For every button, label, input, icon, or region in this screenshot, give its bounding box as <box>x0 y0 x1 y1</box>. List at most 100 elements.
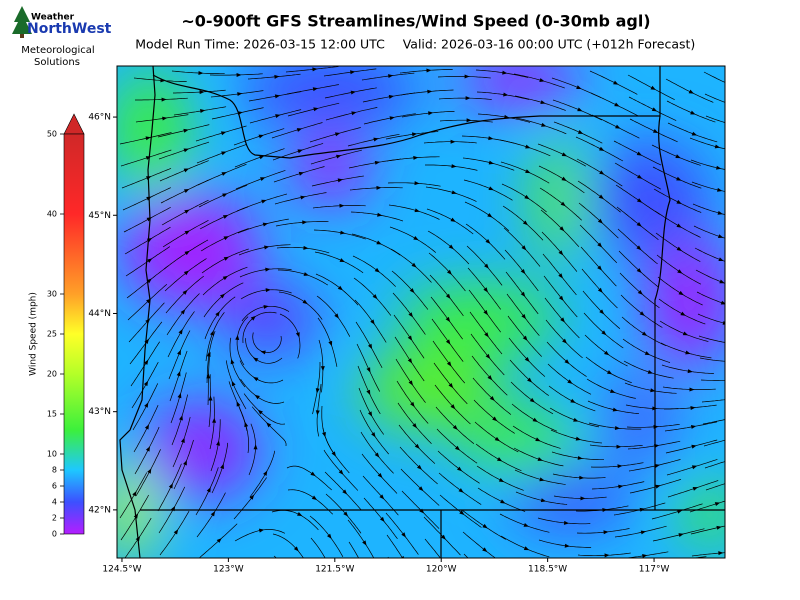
streamline-arrow <box>618 484 624 489</box>
streamline-arrow <box>690 110 696 115</box>
streamline-arrow <box>691 465 698 470</box>
logo: Weather NorthWest Meteorological Solutio… <box>12 6 112 68</box>
streamline <box>310 537 326 558</box>
streamline <box>323 68 377 77</box>
streamline-arrow <box>414 181 420 186</box>
streamline-arrow <box>529 397 535 403</box>
streamline <box>661 364 714 374</box>
streamline <box>242 311 277 344</box>
streamline-arrow <box>162 116 168 121</box>
streamline-arrow <box>183 270 190 276</box>
streamline <box>699 357 725 362</box>
streamline <box>431 318 464 362</box>
streamline-arrow <box>350 90 356 95</box>
streamline-arrow <box>178 328 183 335</box>
colorbar-tick-label: 30 <box>47 290 57 299</box>
streamline <box>162 219 209 248</box>
streamline-arrow <box>326 533 332 539</box>
streamline-arrow <box>253 377 259 382</box>
streamline <box>506 293 540 336</box>
streamline-arrow <box>597 218 603 224</box>
streamline-arrow <box>540 100 546 105</box>
streamline-arrow <box>377 472 383 479</box>
streamline-arrow <box>176 371 181 377</box>
streamline-arrow <box>450 139 456 144</box>
streamline-arrow <box>484 263 489 269</box>
streamline <box>614 162 661 190</box>
streamline-arrow <box>541 122 547 127</box>
wind-field <box>117 66 733 589</box>
streamline-arrow <box>539 78 545 82</box>
streamline-arrow <box>342 489 348 495</box>
streamline-arrow <box>222 275 229 281</box>
streamline-arrow <box>388 74 394 79</box>
streamline <box>580 246 617 287</box>
streamline <box>626 423 680 428</box>
streamline <box>624 382 677 394</box>
streamline-arrow <box>717 187 723 192</box>
streamline-arrow <box>522 220 528 226</box>
streamline <box>629 118 678 143</box>
streamline-arrow <box>717 210 723 215</box>
colorbar-tick-label: 2 <box>52 514 57 523</box>
streamline-arrow <box>502 70 508 75</box>
streamline <box>159 160 209 182</box>
streamline <box>198 184 248 208</box>
streamline <box>652 528 705 542</box>
streamline <box>206 330 216 384</box>
streamline <box>324 471 362 511</box>
streamline <box>349 187 403 191</box>
streamline-arrow <box>263 304 269 309</box>
streamline <box>690 159 725 170</box>
streamline-arrow <box>265 267 271 272</box>
streamline-arrow <box>411 262 417 268</box>
streamline-arrow <box>728 397 733 402</box>
streamline <box>469 311 503 355</box>
streamline <box>401 111 455 118</box>
streamline <box>360 431 394 474</box>
streamline <box>239 360 284 384</box>
streamline-arrow <box>604 350 610 356</box>
streamline-arrow <box>688 89 694 94</box>
streamline <box>211 107 264 120</box>
streamline-arrow <box>263 470 268 476</box>
streamline <box>665 78 714 103</box>
streamline <box>385 512 419 555</box>
streamline <box>697 313 725 324</box>
streamline-arrow <box>261 199 267 204</box>
streamline <box>579 224 618 264</box>
streamline-arrow <box>367 411 373 417</box>
streamline-arrow <box>366 389 371 396</box>
streamline-arrow <box>236 72 242 77</box>
streamline <box>354 299 387 343</box>
streamline <box>511 403 558 432</box>
streamline <box>437 450 480 484</box>
x-tick-label: 117°W <box>639 565 670 575</box>
streamline-arrow <box>322 583 328 589</box>
streamline-arrow <box>439 582 445 588</box>
streamline <box>394 336 425 382</box>
streamlines <box>119 66 733 589</box>
streamline <box>323 449 359 491</box>
streamline-arrow <box>520 291 526 297</box>
streamline <box>547 363 592 395</box>
streamline <box>695 269 725 284</box>
streamline <box>315 273 359 306</box>
streamline <box>311 175 364 187</box>
streamline-arrow <box>184 230 190 235</box>
streamline <box>427 230 470 265</box>
y-tick-label: 43°N <box>88 407 111 417</box>
streamline <box>386 156 440 162</box>
streamline-arrow <box>451 164 457 169</box>
streamline <box>504 249 539 292</box>
streamline-arrow <box>371 432 376 438</box>
streamline-arrow <box>223 256 230 261</box>
streamline-arrow <box>413 155 419 160</box>
streamline <box>465 223 506 260</box>
streamline <box>540 209 580 247</box>
streamline <box>399 446 438 485</box>
streamline <box>654 210 701 238</box>
streamline-arrow <box>206 373 211 379</box>
streamline-arrow <box>249 494 255 500</box>
